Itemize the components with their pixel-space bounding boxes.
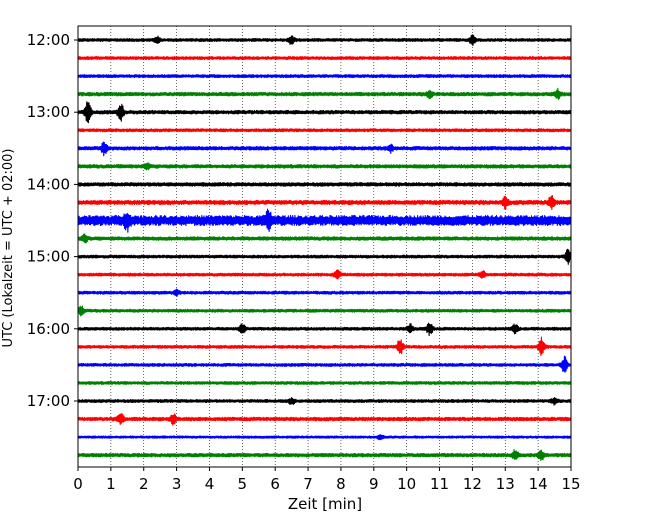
x-axis: 0 1 2 3 4 5 6 7 8 9 10 11 12 13 14 15 [73,467,581,493]
x-tick-label: 9 [369,475,379,493]
seismic-trace-1515 [77,269,572,280]
y-tick-label: 17:00 [27,392,70,410]
x-tick-label: 5 [238,475,248,493]
x-tick-label: 14 [529,475,548,493]
seismic-trace-1415 [77,195,572,211]
y-tick-label: 12:00 [27,31,70,49]
seismic-trace-1400 [77,182,572,187]
seismic-trace-1430 [77,208,572,233]
seismic-trace-1215 [77,56,572,61]
seismic-trace-1230 [77,74,572,79]
seismic-trace-1715 [77,412,572,426]
x-tick-label: 10 [397,475,416,493]
x-tick-label: 8 [336,475,346,493]
x-tick-label: 7 [303,475,313,493]
seismic-trace-1200 [77,34,572,47]
seismic-trace-1300 [77,101,572,124]
x-tick-label: 2 [139,475,149,493]
plot-frame [77,25,572,468]
seismic-trace-1245 [77,87,572,101]
y-tick-label: 16:00 [27,320,70,338]
y-tick-label: 15:00 [27,248,70,266]
y-tick-label: 13:00 [27,103,70,121]
x-tick-label: 4 [205,475,215,493]
seismic-trace-1345 [77,162,572,171]
seismic-trace-1600 [77,322,572,337]
x-tick-label: 12 [463,475,482,493]
y-tick-label: 14:00 [27,175,70,193]
y-axis: 12:00 13:00 14:00 15:00 16:00 17:00 [27,31,78,410]
traces-layer [77,34,572,462]
seismic-trace-1745 [77,448,572,462]
seismic-trace-1530 [77,288,572,297]
x-tick-label: 1 [106,475,116,493]
x-tick-label: 13 [496,475,515,493]
x-tick-label: 11 [430,475,449,493]
y-axis-label: UTC (Lokalzeit = UTC + 02:00) [1,149,16,348]
seismic-trace-1330 [77,141,572,157]
seismic-trace-1615 [77,336,572,357]
x-tick-label: 0 [73,475,83,493]
seismic-trace-1500 [77,248,572,265]
x-axis-label: Zeit [min] [288,495,362,513]
seismic-trace-1445 [77,233,572,244]
x-tick-label: 3 [172,475,182,493]
seismic-trace-1545 [77,305,572,317]
x-tick-label: 15 [561,475,580,493]
seismic-trace-1630 [77,355,572,373]
seismic-trace-1315 [77,128,572,133]
seismic-trace-1700 [77,397,572,406]
seismic-trace-1645 [77,380,572,385]
x-tick-label: 6 [270,475,280,493]
seismic-trace-1730 [77,434,572,441]
